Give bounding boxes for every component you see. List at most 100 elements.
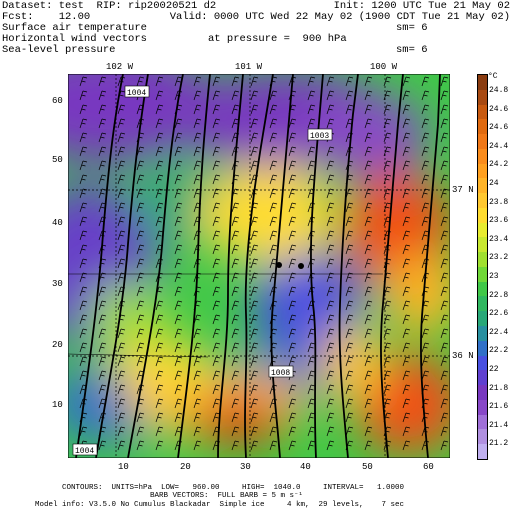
x-tick-40: 40 [300,462,311,472]
wind-barb [307,356,316,367]
wind-barb [345,244,354,255]
wind-barb [117,384,126,395]
wind-barb [193,370,202,381]
colorbar-segment [478,399,487,415]
isobar-label-top-left: 1004 [127,89,146,98]
colorbar-segment [478,281,487,297]
wind-barb [155,258,164,269]
wind-barb [174,160,183,171]
colorbar-label: 22.8 [489,290,509,300]
wind-barb [193,426,202,437]
wind-barb [269,342,278,353]
colorbar-label: 22.4 [489,327,509,337]
wind-barb [421,314,430,325]
wind-barb [231,356,240,367]
wind-barb [326,146,335,157]
wind-barb [269,244,278,255]
wind-barb [212,314,221,325]
y-tick-40: 40 [52,218,63,228]
wind-barb [174,132,183,143]
colorbar-segment [478,163,487,179]
wind-barb [231,314,240,325]
colorbar-segment [478,340,487,356]
y-tick-20: 20 [52,340,63,350]
wind-barb [440,230,449,241]
wind-barb [402,216,411,227]
wind-barb [98,384,107,395]
wind-barb [269,426,278,437]
wind-barb [117,328,126,339]
wind-barb [402,426,411,437]
wind-barb [364,230,373,241]
wind-barb [250,398,259,409]
colorbar-label: 21.2 [489,439,509,449]
wind-barb [345,258,354,269]
wind-barb [98,146,107,157]
wind-barb [326,188,335,199]
wind-barb [231,188,240,199]
wind-barb [117,300,126,311]
wind-barb [307,286,316,297]
wind-barb [136,314,145,325]
wind-barb [421,426,430,437]
wind-barb [345,160,354,171]
colorbar-label: 24.4 [489,141,509,151]
wind-barb [307,272,316,283]
wind-barb [79,90,88,101]
wind-barb [174,202,183,213]
wind-barb [421,300,430,311]
wind-barb [364,132,373,143]
wind-barb [136,76,145,87]
wind-barb [98,286,107,297]
wind-barb [269,272,278,283]
wind-barb [345,370,354,381]
wind-barb [288,356,297,367]
y-tick-60: 60 [52,96,63,106]
wind-barb [174,286,183,297]
wind-barb [98,356,107,367]
wind-barb [98,412,107,423]
wind-barb [250,90,259,101]
colorbar-segment [478,311,487,327]
wind-barb [307,398,316,409]
wind-barb [79,188,88,199]
wind-barb [440,426,449,437]
wind-barb [383,90,392,101]
wind-barb [383,216,392,227]
lon-label-100w: 100 W [370,62,398,72]
wind-barb [250,412,259,423]
wind-barb [421,384,430,395]
wind-barb [383,272,392,283]
wind-barb [307,314,316,325]
x-tick-20: 20 [180,462,191,472]
wind-barb [440,188,449,199]
colorbar-label: 21.4 [489,420,509,430]
wind-barb [79,76,88,87]
wind-barb [269,412,278,423]
wind-barb [345,174,354,185]
wind-barb [155,244,164,255]
wind-barb [79,230,88,241]
wind-barb [402,370,411,381]
wind-barb [117,286,126,297]
wind-barb [326,314,335,325]
wind-barb [269,440,278,451]
wind-barb [231,216,240,227]
isobar-label-center: 1008 [271,369,290,378]
wind-barb [440,384,449,395]
wind-barb [364,370,373,381]
wind-barb [174,272,183,283]
wind-barb [136,146,145,157]
wind-barb [269,286,278,297]
wind-barb [117,90,126,101]
wind-barb [174,412,183,423]
wind-barb [402,384,411,395]
wind-barb [421,286,430,297]
wind-barb [421,146,430,157]
wind-barb [212,272,221,283]
lon-label-102w: 102 W [106,62,134,72]
wind-barb [250,230,259,241]
colorbar-label: 23.4 [489,234,509,244]
wind-barb [345,426,354,437]
wind-barb [307,160,316,171]
